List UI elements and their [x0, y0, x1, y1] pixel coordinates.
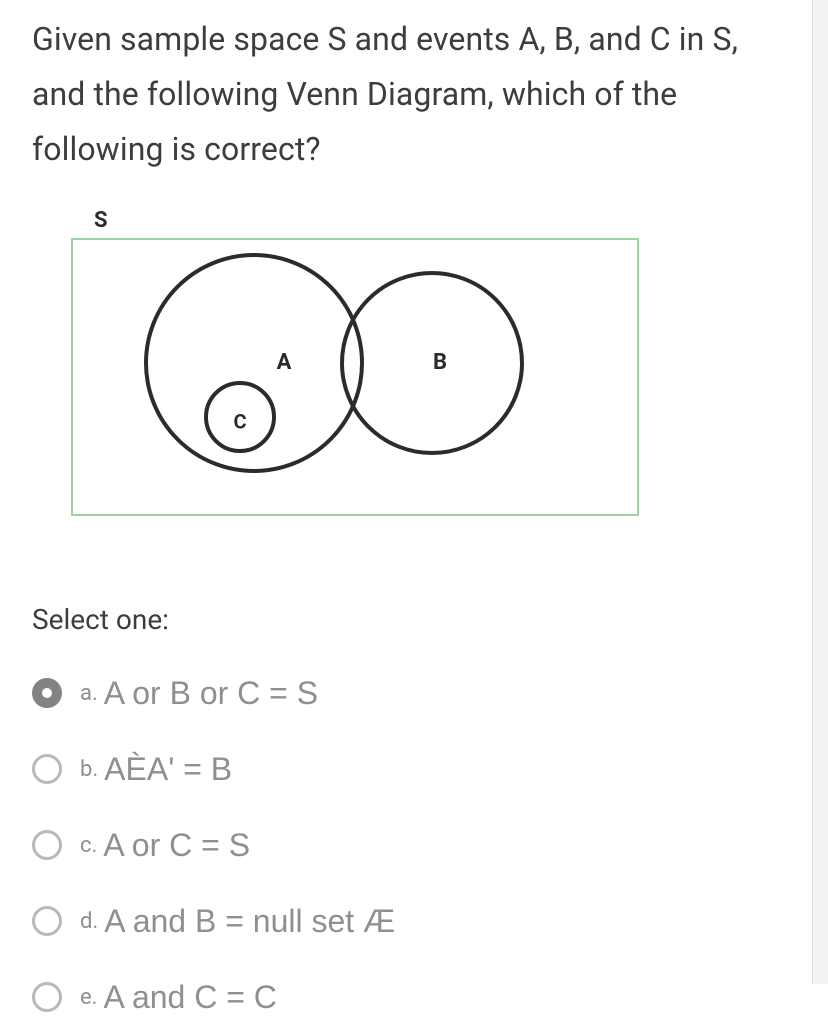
- option-text-e: A and C = C: [103, 979, 276, 1016]
- option-letter-a: a.: [80, 681, 98, 706]
- set-label-c: C: [233, 409, 246, 433]
- option-letter-c: c.: [80, 833, 97, 858]
- radio-c[interactable]: [32, 830, 62, 860]
- option-d[interactable]: d.A and B = null set Æ: [32, 886, 788, 956]
- s-label: S: [94, 208, 108, 233]
- option-text-b: AÈA' = B: [104, 751, 232, 788]
- radio-a[interactable]: [32, 678, 62, 708]
- option-letter-d: d.: [80, 909, 98, 934]
- select-one-prompt: Select one:: [32, 603, 788, 636]
- option-letter-e: e.: [80, 985, 97, 1010]
- set-label-a: A: [277, 350, 292, 375]
- options-list: a.A or B or C = Sb.AÈA' = Bc.A or C = Sd…: [32, 658, 788, 1032]
- right-gutter: [812, 0, 828, 984]
- option-c[interactable]: c.A or C = S: [32, 810, 788, 880]
- radio-e[interactable]: [32, 982, 62, 1012]
- venn-diagram-container: S A B C: [52, 203, 672, 563]
- option-a[interactable]: a.A or B or C = S: [32, 658, 788, 728]
- option-text-a: A or B or C = S: [104, 675, 318, 712]
- radio-b[interactable]: [32, 754, 62, 784]
- quiz-page: Given sample space S and events A, B, an…: [0, 0, 812, 984]
- sample-space-box: [72, 239, 638, 515]
- option-letter-b: b.: [80, 757, 98, 782]
- question-text: Given sample space S and events A, B, an…: [32, 12, 788, 177]
- set-label-b: B: [433, 350, 447, 375]
- option-text-d: A and B = null set Æ: [104, 903, 395, 940]
- venn-diagram: S A B C: [52, 203, 672, 563]
- option-b[interactable]: b.AÈA' = B: [32, 734, 788, 804]
- option-e[interactable]: e.A and C = C: [32, 962, 788, 1032]
- radio-d[interactable]: [32, 906, 62, 936]
- option-text-c: A or C = S: [103, 827, 250, 864]
